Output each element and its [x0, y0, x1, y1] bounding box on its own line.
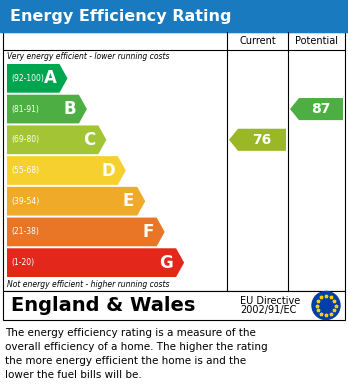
Text: (1-20): (1-20) — [11, 258, 34, 267]
Text: Current: Current — [239, 36, 276, 46]
Polygon shape — [229, 129, 286, 151]
Text: B: B — [63, 100, 76, 118]
Text: C: C — [83, 131, 95, 149]
Polygon shape — [7, 95, 87, 124]
Polygon shape — [7, 187, 145, 215]
Text: (39-54): (39-54) — [11, 197, 39, 206]
Bar — [0, 0, 348, 32]
Text: (81-91): (81-91) — [11, 104, 39, 113]
Polygon shape — [290, 98, 343, 120]
Text: (21-38): (21-38) — [11, 228, 39, 237]
Text: A: A — [44, 69, 56, 87]
Text: EU Directive: EU Directive — [240, 296, 300, 305]
Text: Very energy efficient - lower running costs: Very energy efficient - lower running co… — [7, 52, 169, 61]
Polygon shape — [7, 217, 165, 246]
Polygon shape — [7, 126, 106, 154]
Text: 2002/91/EC: 2002/91/EC — [240, 305, 296, 316]
Text: 76: 76 — [252, 133, 272, 147]
Text: D: D — [101, 161, 115, 179]
Text: G: G — [159, 254, 173, 272]
Text: The energy efficiency rating is a measure of the: The energy efficiency rating is a measur… — [5, 328, 256, 338]
Text: (92-100): (92-100) — [11, 74, 44, 83]
Text: F: F — [142, 223, 154, 241]
Text: E: E — [123, 192, 134, 210]
Bar — [3, 32, 345, 291]
Text: Not energy efficient - higher running costs: Not energy efficient - higher running co… — [7, 280, 169, 289]
Polygon shape — [7, 156, 126, 185]
Text: (55-68): (55-68) — [11, 166, 39, 175]
Text: the more energy efficient the home is and the: the more energy efficient the home is an… — [5, 356, 246, 366]
Text: Energy Efficiency Rating: Energy Efficiency Rating — [10, 9, 231, 23]
Text: England & Wales: England & Wales — [11, 296, 195, 315]
Text: Potential: Potential — [295, 36, 338, 46]
Text: lower the fuel bills will be.: lower the fuel bills will be. — [5, 370, 142, 380]
Circle shape — [312, 292, 340, 319]
Polygon shape — [7, 248, 184, 277]
Text: (69-80): (69-80) — [11, 135, 39, 144]
Text: overall efficiency of a home. The higher the rating: overall efficiency of a home. The higher… — [5, 342, 268, 352]
Text: 87: 87 — [311, 102, 331, 116]
Polygon shape — [7, 64, 68, 93]
Bar — [3, 291, 345, 320]
